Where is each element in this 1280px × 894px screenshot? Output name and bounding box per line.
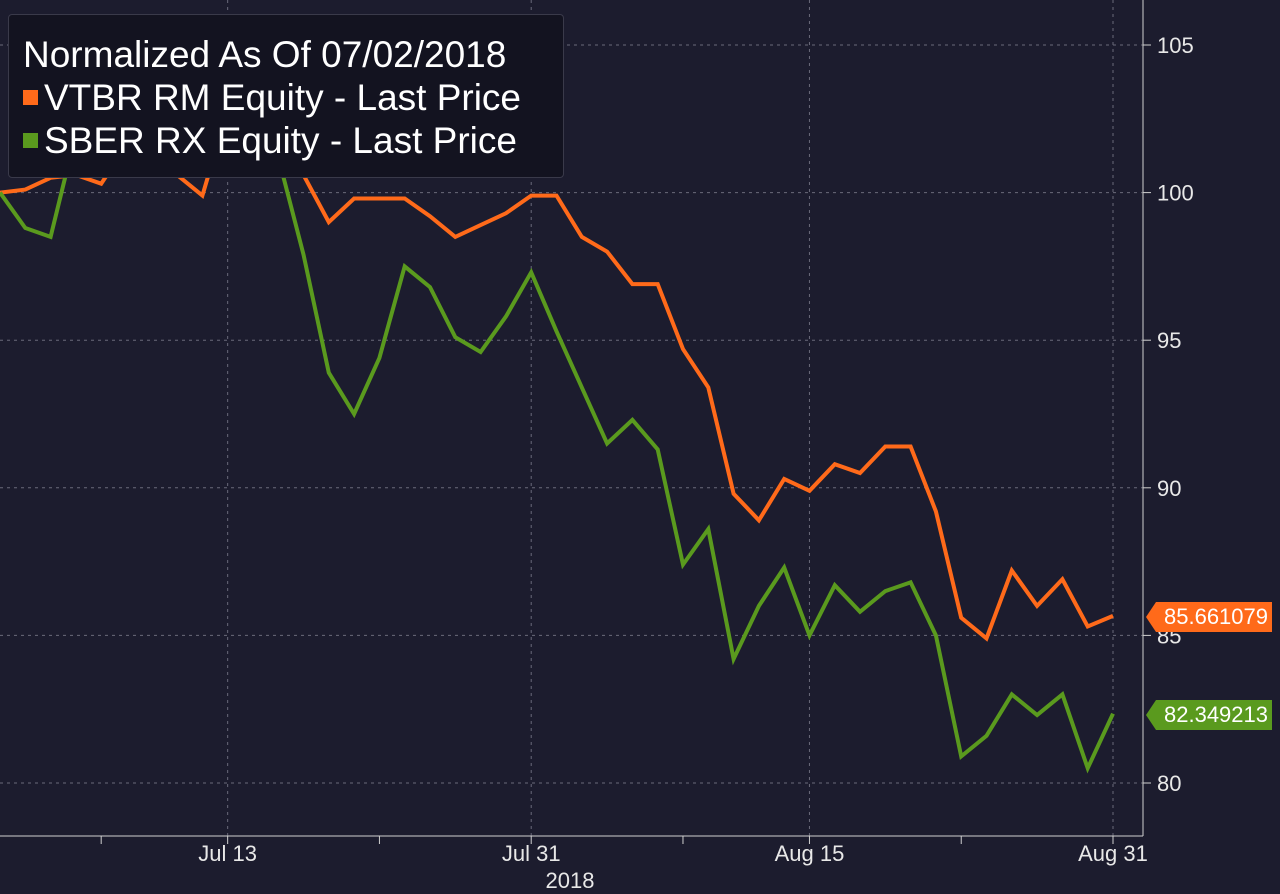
legend-item-sber[interactable]: SBER RX Equity - Last Price — [23, 119, 563, 162]
y-tick-label-95: 95 — [1157, 328, 1181, 353]
series-line-vtbr — [0, 106, 1114, 642]
legend-title: Normalized As Of 07/02/2018 — [23, 34, 507, 75]
legend-swatch-sber — [23, 133, 38, 148]
last-value-tag-vtbr: 85.661079 — [1146, 602, 1272, 632]
x-tick-label-jul-13: Jul 13 — [198, 841, 257, 866]
legend: Normalized As Of 07/02/2018 VTBR RM Equi… — [8, 14, 564, 178]
y-tick-label-80: 80 — [1157, 771, 1181, 796]
y-tick-label-105: 105 — [1157, 33, 1194, 58]
x-tick-label-jul-31: Jul 31 — [502, 841, 561, 866]
last-value-tag-sber: 82.349213 — [1146, 700, 1272, 730]
legend-item-vtbr[interactable]: VTBR RM Equity - Last Price — [23, 76, 563, 119]
legend-swatch-vtbr — [23, 90, 38, 105]
legend-label-vtbr: VTBR RM Equity - Last Price — [44, 77, 522, 118]
x-axis-label: 2018 — [546, 868, 595, 893]
x-tick-label-aug-31: Aug 31 — [1078, 841, 1148, 866]
legend-label-sber: SBER RX Equity - Last Price — [44, 120, 517, 161]
y-tick-label-90: 90 — [1157, 476, 1181, 501]
y-tick-label-100: 100 — [1157, 181, 1194, 206]
x-tick-label-aug-15: Aug 15 — [775, 841, 845, 866]
